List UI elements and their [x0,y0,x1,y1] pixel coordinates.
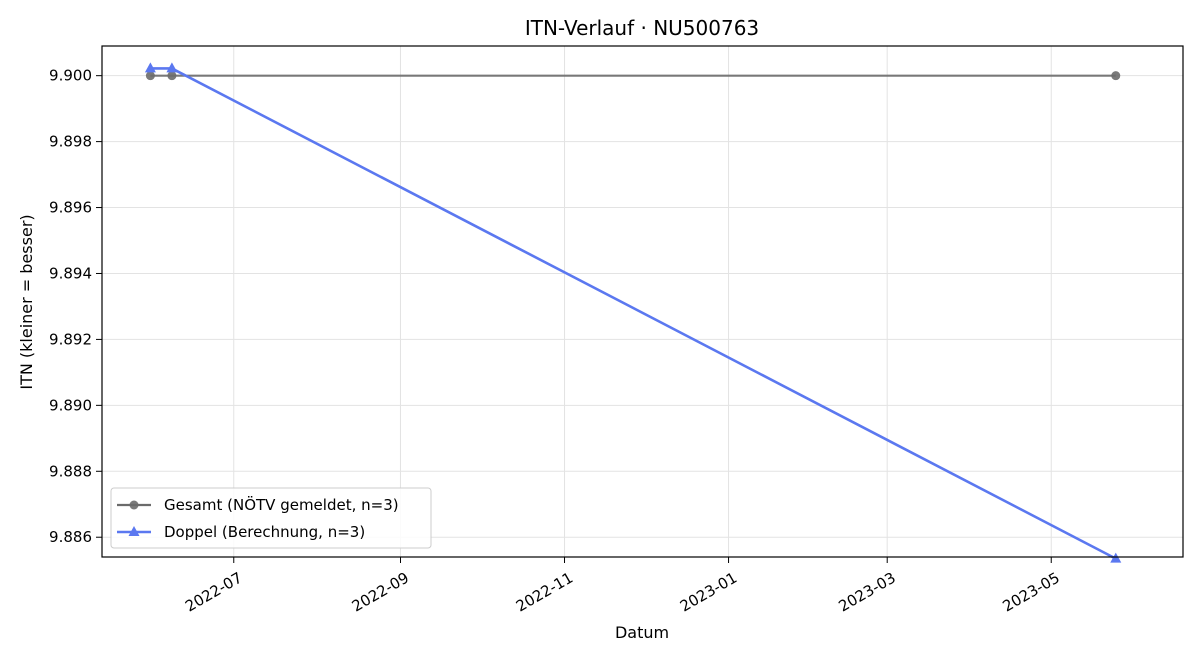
data-point [166,62,178,73]
x-axis-label: Datum [615,623,669,642]
series-layer [144,62,1122,563]
legend: Gesamt (NÖTV gemeldet, n=3) Doppel (Berec… [110,487,432,549]
data-point [1110,552,1122,563]
y-tick-label: 9.888 [49,462,92,480]
y-axis-label: ITN (kleiner = besser) [17,214,36,389]
chart-title: ITN-Verlauf · NU500763 [525,16,759,40]
legend-entry-1: Gesamt (NÖTV gemeldet, n=3) [117,495,399,514]
y-tick-label: 9.900 [49,67,92,85]
series-1 [145,71,1121,81]
data-point [145,71,155,81]
x-tick-label: 2022-09 [349,569,412,616]
y-tick-label: 9.890 [49,396,92,414]
plot-frame [101,45,1184,558]
x-tick-label: 2022-11 [513,569,576,616]
y-tick-label: 9.896 [49,199,92,217]
y-tick-label: 9.892 [49,330,92,348]
x-tick-label: 2023-05 [1000,569,1063,616]
series-2 [144,62,1122,563]
legend-box [110,487,432,549]
data-point [1111,71,1121,81]
legend-marker [129,500,139,510]
legend-label: Gesamt (NÖTV gemeldet, n=3) [164,495,399,514]
y-tick-label: 9.898 [49,133,92,151]
x-tick-label: 2023-03 [836,569,899,616]
data-point [144,62,156,73]
legend-marker [128,526,140,536]
data-point [167,71,177,81]
y-tick-label: 9.894 [49,264,92,282]
x-tick-label: 2022-07 [182,569,245,616]
legend-label: Doppel (Berechnung, n=3) [164,523,365,541]
grid-lines [102,46,1183,557]
y-tick-label: 9.886 [49,528,92,546]
x-tick-label: 2023-01 [677,569,740,616]
legend-entry-2: Doppel (Berechnung, n=3) [117,523,365,541]
